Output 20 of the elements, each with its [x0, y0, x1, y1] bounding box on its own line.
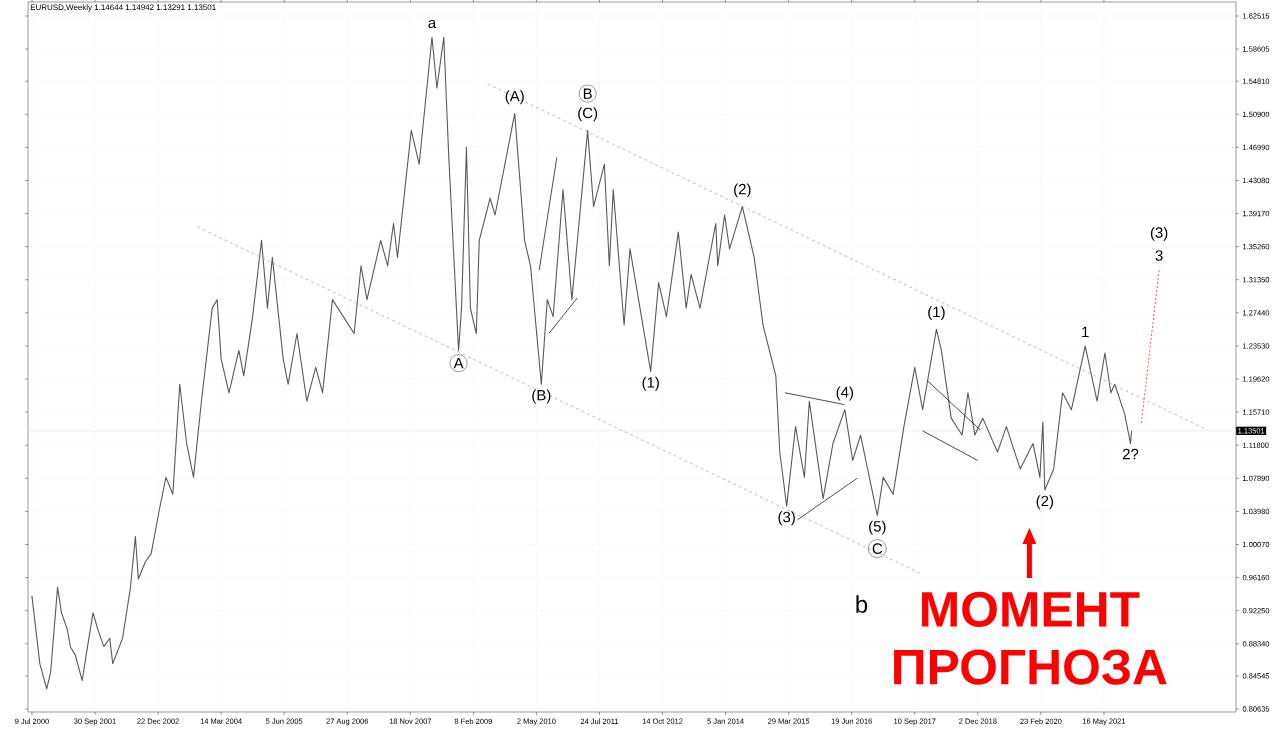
- annotation: 2?: [1122, 448, 1139, 460]
- annotation: (1): [642, 376, 659, 391]
- annotation: (3): [1150, 226, 1168, 241]
- annotation: 1: [1082, 326, 1089, 338]
- annotation: (1): [928, 306, 945, 321]
- annotation: b: [856, 595, 868, 613]
- annotation: (4): [836, 386, 853, 401]
- annotation: (B): [532, 389, 551, 404]
- annotation: (A): [505, 90, 524, 105]
- annotation: (5): [869, 520, 886, 535]
- annotation: МОМЕНТ ПРОГНОЗА: [894, 591, 1167, 685]
- annotation: (2): [1036, 495, 1054, 510]
- annotation: (2): [734, 183, 751, 198]
- annotation: 3: [1155, 250, 1163, 261]
- annotation: B: [583, 88, 592, 99]
- annotation: (3): [778, 511, 795, 526]
- annotation: a: [428, 19, 437, 29]
- annotation: C: [872, 543, 883, 554]
- annotation: (C): [578, 107, 598, 122]
- annotation: A: [453, 358, 464, 369]
